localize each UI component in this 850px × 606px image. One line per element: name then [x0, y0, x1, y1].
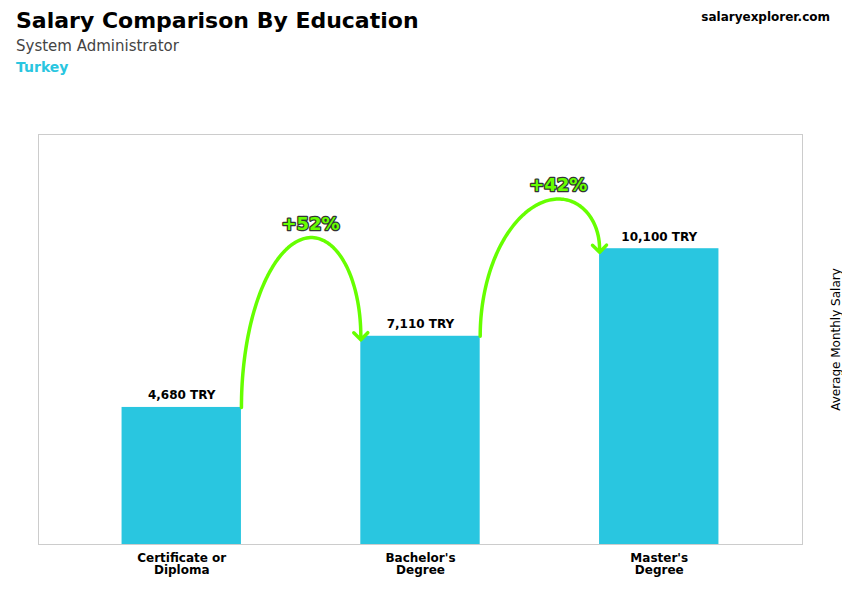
html-text:Turkey: Turkey: [16, 59, 69, 75]
svg-text:Certificate orDiploma: Certificate orDiploma: [137, 551, 226, 577]
html-text:System Administrator: System Administrator: [16, 37, 179, 55]
svg-text:+42%: +42%: [529, 174, 587, 195]
html-text:Salary Comparison By Education: Salary Comparison By Education: [16, 8, 419, 33]
svg-text:4,680 TRY: 4,680 TRY: [148, 388, 216, 402]
svg-text:Average Monthly Salary: Average Monthly Salary: [829, 268, 843, 411]
svg-text:Bachelor'sDegree: Bachelor'sDegree: [385, 551, 455, 577]
svg-text:10,100 TRY: 10,100 TRY: [621, 230, 697, 244]
svg-text:+52%: +52%: [281, 213, 339, 234]
html-text:salaryexplorer.com: salaryexplorer.com: [701, 10, 830, 24]
svg-text:Master'sDegree: Master'sDegree: [630, 551, 688, 577]
svg-text:7,110 TRY: 7,110 TRY: [387, 317, 455, 331]
